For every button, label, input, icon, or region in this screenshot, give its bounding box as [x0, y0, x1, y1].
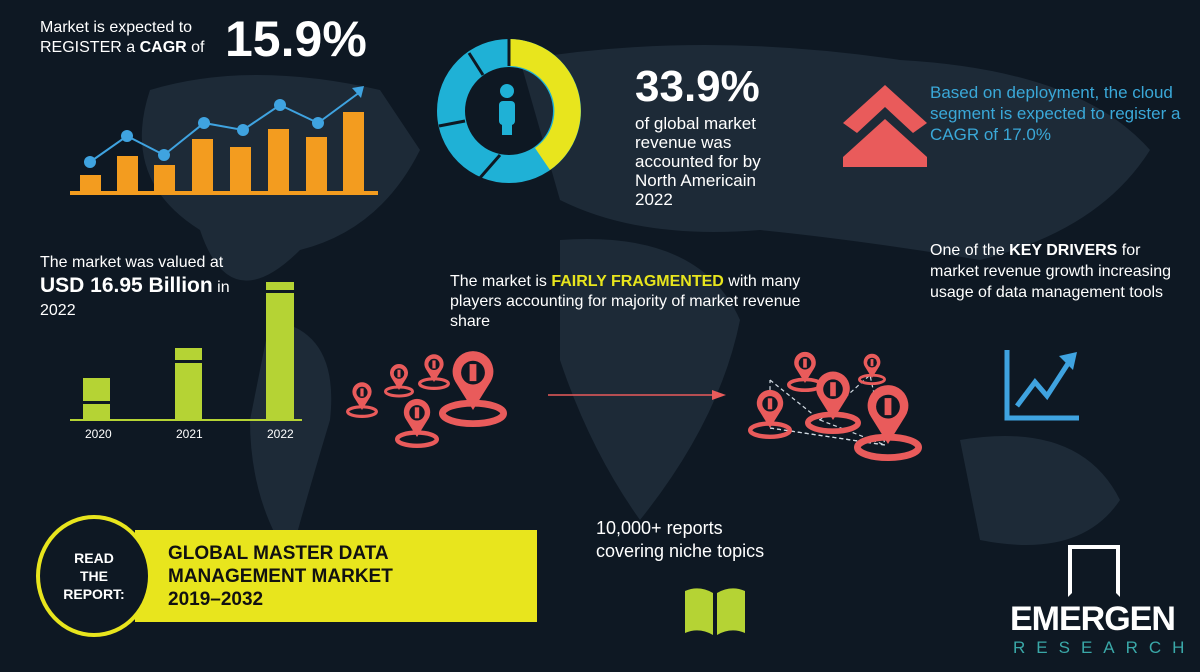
person-icon — [499, 84, 515, 135]
valuation-text: The market was valued at USD 16.95 Billi… — [40, 254, 230, 319]
year-label: 2022 — [267, 427, 294, 441]
location-pin-icon — [346, 340, 930, 465]
cloud-text: Based on deployment, the cloud segment i… — [930, 83, 1181, 144]
logo-mark — [1068, 545, 1120, 597]
logo-sub: RESEARCH — [1013, 638, 1196, 657]
donut-icon — [437, 39, 581, 183]
bar-chart-icon — [70, 86, 378, 195]
reports-text: 10,000+ reports covering niche topics — [596, 518, 765, 561]
cagr-text: Market is expected to REGISTER a CAGR of — [40, 19, 205, 56]
north-america-value: 33.9% — [635, 62, 760, 111]
valuation-bars — [70, 282, 302, 421]
report-banner[interactable]: GLOBAL MASTER DATA MANAGEMENT MARKET 2019–… — [135, 530, 537, 622]
year-label: 2020 — [85, 427, 112, 441]
drivers-text: One of the KEY DRIVERS for market revenu… — [930, 242, 1172, 301]
logo: EMERGEN — [1010, 600, 1176, 638]
read-report-button[interactable]: READ THE REPORT: — [36, 515, 152, 637]
trend-up-icon — [1004, 350, 1079, 421]
year-label: 2021 — [176, 427, 203, 441]
book-icon — [685, 588, 745, 635]
fragmented-text: The market is FAIRLY FRAGMENTED with man… — [450, 273, 801, 330]
chevron-up-icon — [843, 85, 927, 167]
report-title: GLOBAL MASTER DATA — [168, 543, 389, 564]
north-america-text: of global market revenue was accounted for… — [635, 114, 761, 209]
cagr-value: 15.9% — [225, 11, 367, 67]
